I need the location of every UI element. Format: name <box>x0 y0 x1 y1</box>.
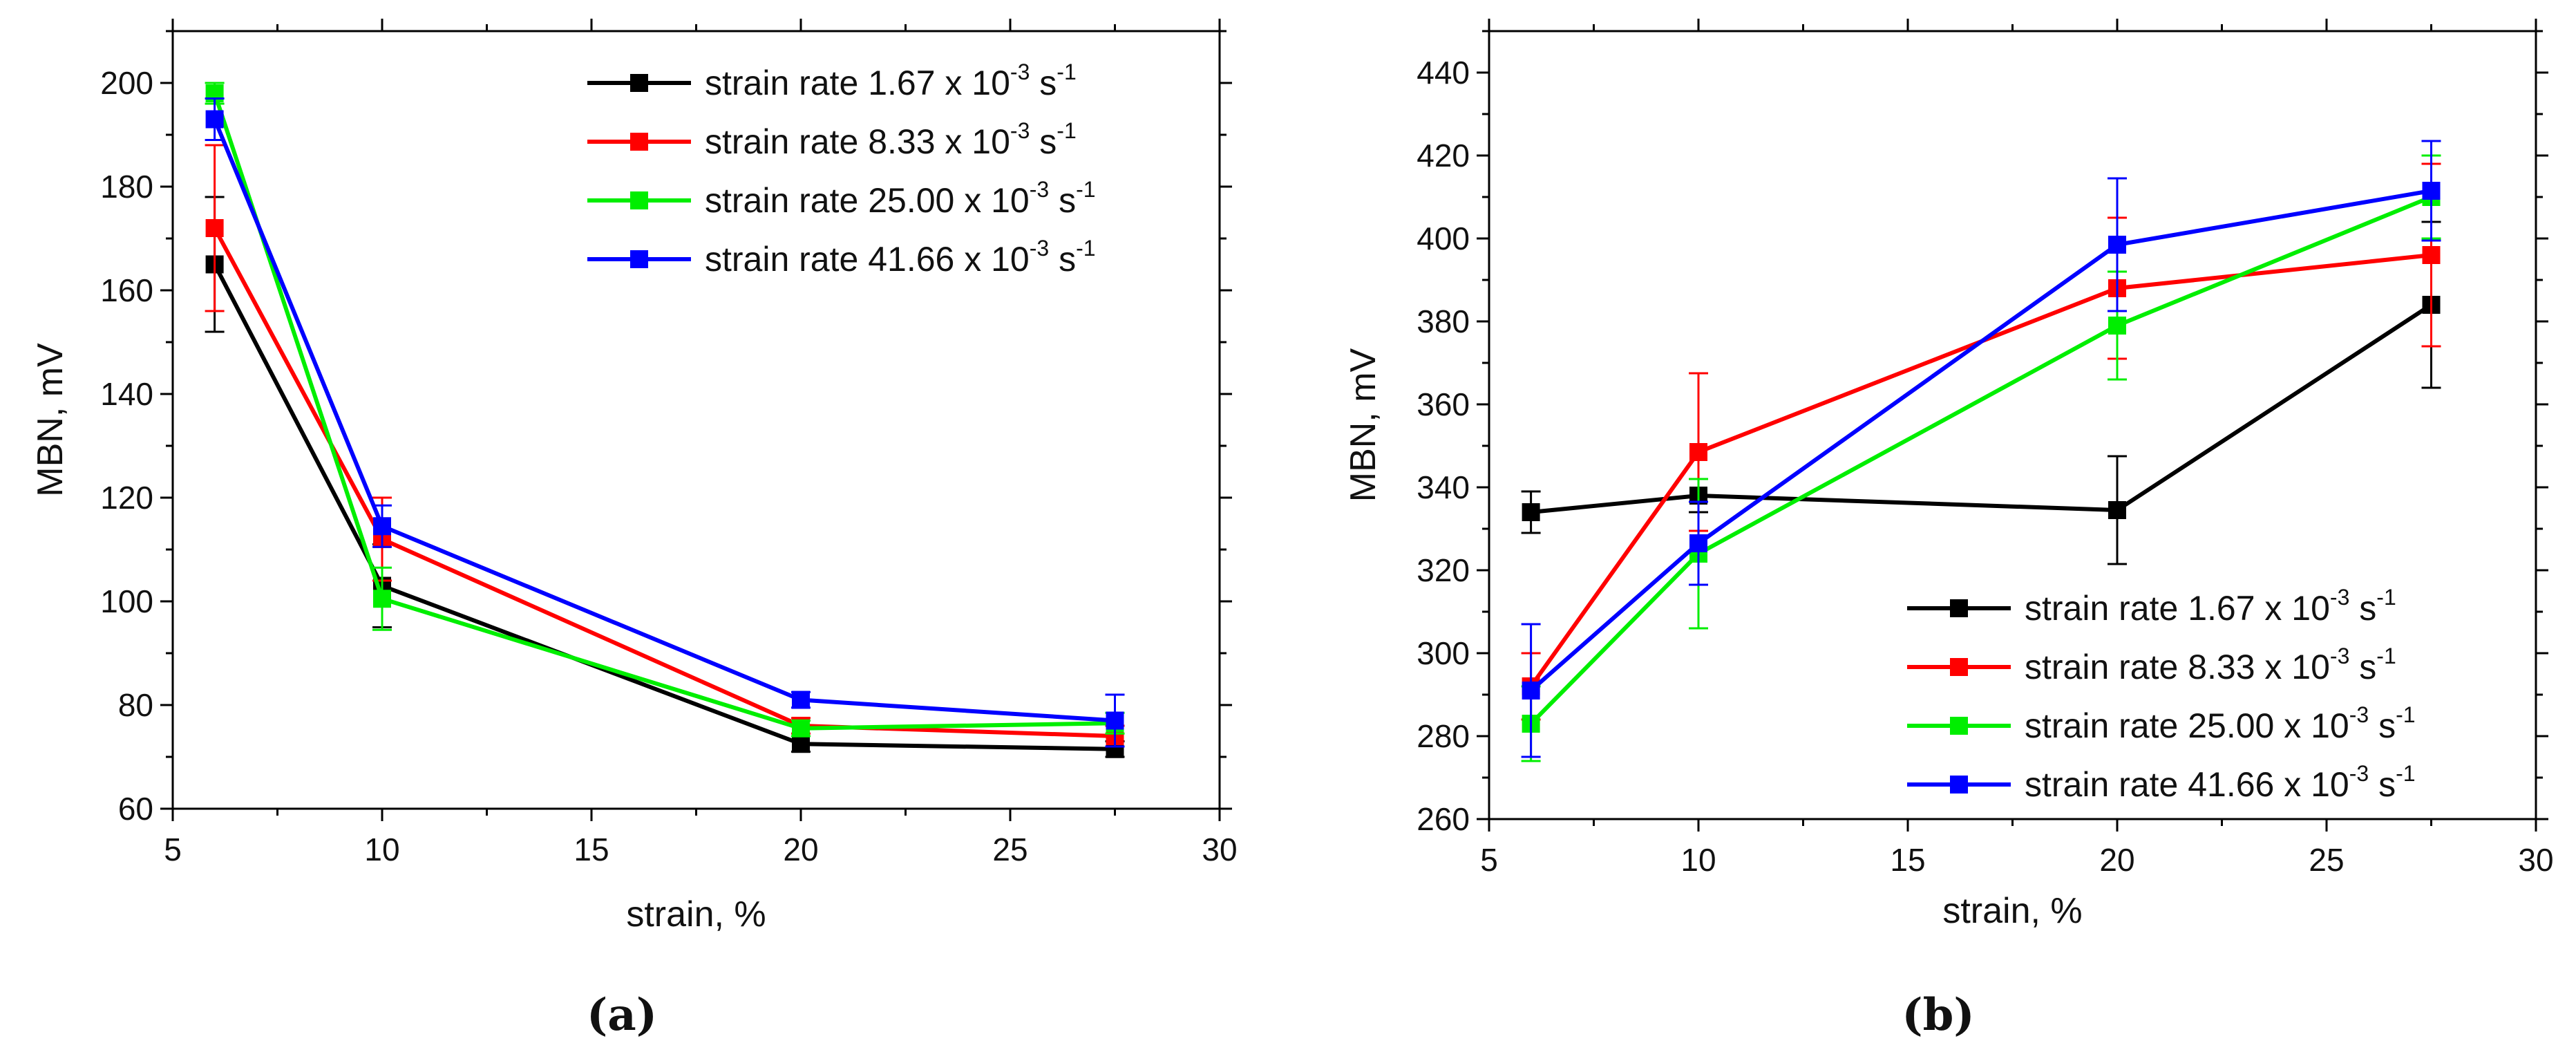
x-tick-label: 10 <box>1680 842 1716 878</box>
y-tick-label: 260 <box>1417 801 1470 837</box>
y-tick-label: 100 <box>100 583 153 619</box>
legend: strain rate 1.67 x 10-3 s-1 strain rate 8… <box>587 59 1096 279</box>
legend-swatch-marker <box>630 74 648 92</box>
data-point <box>792 719 810 738</box>
y-tick-label: 280 <box>1417 718 1470 754</box>
y-tick-label: 160 <box>100 272 153 308</box>
data-point <box>1689 443 1707 461</box>
x-tick-label: 30 <box>1202 832 1237 867</box>
series-1 <box>1521 162 2441 721</box>
series-line <box>1529 195 2432 726</box>
x-axis-title: strain, % <box>626 894 766 935</box>
panel-caption: (a) <box>587 989 657 1041</box>
data-point <box>1522 503 1540 521</box>
x-axis-title: strain, % <box>1942 891 2082 931</box>
x-tick-label: 15 <box>1890 842 1925 878</box>
data-point <box>1522 682 1540 699</box>
y-tick-label: 200 <box>100 65 153 101</box>
legend-label: strain rate 41.66 x 10-3 s-1 <box>705 236 1096 279</box>
data-point <box>792 691 810 709</box>
series-line <box>212 227 1115 738</box>
panel-caption: (b) <box>1902 989 1974 1041</box>
x-tick-label: 20 <box>2099 842 2134 878</box>
legend-swatch-marker <box>1950 717 1968 735</box>
series-line <box>1531 303 2433 514</box>
series-line <box>1529 189 2432 693</box>
series-0 <box>1521 220 2441 565</box>
y-axis-title: MBN, mV <box>30 343 70 497</box>
plot-frame <box>1488 30 2537 820</box>
x-tick-label: 5 <box>1480 842 1498 878</box>
y-tick-label: 440 <box>1417 55 1470 91</box>
data-point <box>2108 317 2126 335</box>
y-tick-label: 80 <box>118 687 153 723</box>
y-tick-label: 380 <box>1417 303 1470 339</box>
data-point <box>1689 534 1707 552</box>
legend-label: strain rate 41.66 x 10-3 s-1 <box>2025 761 2416 804</box>
y-tick-label: 60 <box>118 791 153 827</box>
y-tick-label: 340 <box>1417 469 1470 505</box>
x-tick-label: 30 <box>2518 842 2553 878</box>
legend: strain rate 1.67 x 10-3 s-1 strain rate 8… <box>1907 585 2416 804</box>
data-point <box>2108 501 2126 519</box>
series-3 <box>1521 140 2441 758</box>
data-point <box>2422 182 2441 200</box>
y-tick-label: 360 <box>1417 386 1470 422</box>
series-line <box>212 118 1115 723</box>
x-tick-label: 20 <box>783 832 818 867</box>
data-point <box>2108 236 2126 254</box>
legend-label: strain rate 25.00 x 10-3 s-1 <box>705 177 1096 220</box>
plot-frame <box>171 30 1221 810</box>
legend-label: strain rate 8.33 x 10-3 s-1 <box>2025 644 2396 686</box>
panel-b: 5 10 15 20 25 30 260 280 300 320 340 360 380 400 420 44… <box>1343 19 2554 1041</box>
x-tick-label: 5 <box>164 832 182 867</box>
series-line <box>212 93 1115 731</box>
legend-swatch-marker <box>1950 776 1968 794</box>
legend-swatch-marker <box>630 133 648 151</box>
data-point <box>792 735 810 753</box>
panel-a: 5 10 15 20 25 30 60 80 100 120 140 160 180 200 strain,… <box>30 19 1238 1041</box>
y-tick-label: 140 <box>100 376 153 412</box>
data-point <box>373 590 391 608</box>
y-axis-title: MBN, mV <box>1343 348 1383 502</box>
y-tick-label: 420 <box>1417 138 1470 173</box>
legend-label: strain rate 25.00 x 10-3 s-1 <box>2025 702 2416 745</box>
y-tick-label: 400 <box>1417 220 1470 256</box>
legend-swatch-marker <box>1950 599 1968 617</box>
legend-swatch-marker <box>630 250 648 268</box>
x-tick-label: 25 <box>2309 842 2344 878</box>
y-tick-label: 120 <box>100 480 153 516</box>
y-tick-label: 180 <box>100 169 153 205</box>
y-tick-label: 300 <box>1417 635 1470 671</box>
data-point <box>2422 246 2441 264</box>
data-point <box>1106 711 1124 730</box>
legend-label: strain rate 1.67 x 10-3 s-1 <box>2025 585 2396 628</box>
series-1 <box>205 144 1125 748</box>
series-3 <box>205 97 1125 748</box>
x-tick-label: 10 <box>364 832 399 867</box>
data-point <box>373 517 391 536</box>
data-point <box>205 219 224 237</box>
legend-swatch-marker <box>630 191 648 209</box>
x-tick-label: 25 <box>992 832 1027 867</box>
legend-label: strain rate 8.33 x 10-3 s-1 <box>705 118 1077 161</box>
y-tick-label: 320 <box>1417 552 1470 588</box>
legend-label: strain rate 1.67 x 10-3 s-1 <box>705 59 1077 102</box>
data-point <box>205 110 224 129</box>
x-tick-label: 15 <box>574 832 609 867</box>
legend-swatch-marker <box>1950 658 1968 676</box>
series-line <box>1529 253 2432 688</box>
